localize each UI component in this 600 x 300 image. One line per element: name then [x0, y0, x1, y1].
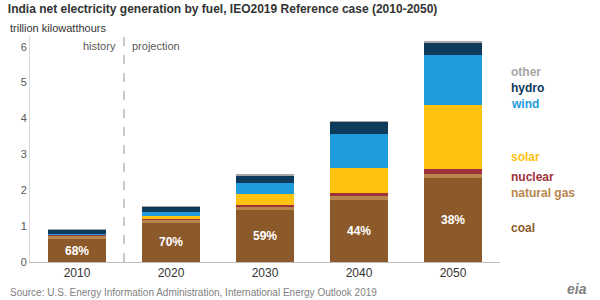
svg-text:nuclear: nuclear	[511, 170, 554, 184]
svg-text:68%: 68%	[65, 244, 89, 258]
svg-text:eia: eia	[567, 281, 587, 297]
svg-text:solar: solar	[511, 150, 540, 164]
svg-text:6: 6	[21, 41, 27, 53]
svg-text:2020: 2020	[158, 266, 185, 280]
svg-text:Source: U.S. Energy Informatio: Source: U.S. Energy Information Administ…	[10, 287, 377, 298]
svg-text:4: 4	[21, 112, 27, 124]
svg-text:history: history	[83, 40, 116, 52]
svg-text:70%: 70%	[159, 235, 183, 249]
svg-text:0: 0	[21, 256, 27, 268]
svg-text:2030: 2030	[252, 266, 279, 280]
svg-text:coal: coal	[511, 221, 535, 235]
svg-text:wind: wind	[511, 97, 539, 111]
svg-text:2010: 2010	[64, 266, 91, 280]
svg-text:other: other	[511, 65, 541, 79]
svg-text:5: 5	[21, 76, 27, 88]
svg-text:natural gas: natural gas	[511, 186, 575, 200]
svg-text:44%: 44%	[347, 224, 371, 238]
svg-text:2050: 2050	[440, 266, 467, 280]
svg-text:1: 1	[21, 220, 27, 232]
svg-text:3: 3	[21, 148, 27, 160]
svg-text:2: 2	[21, 184, 27, 196]
svg-text:India net electricity generati: India net electricity generation by fuel…	[8, 2, 438, 16]
svg-text:38%: 38%	[441, 213, 465, 227]
svg-text:59%: 59%	[253, 229, 277, 243]
svg-text:trillion kilowatthours: trillion kilowatthours	[10, 22, 106, 34]
svg-text:2040: 2040	[346, 266, 373, 280]
svg-text:hydro: hydro	[511, 81, 544, 95]
svg-text:projection: projection	[132, 40, 180, 52]
